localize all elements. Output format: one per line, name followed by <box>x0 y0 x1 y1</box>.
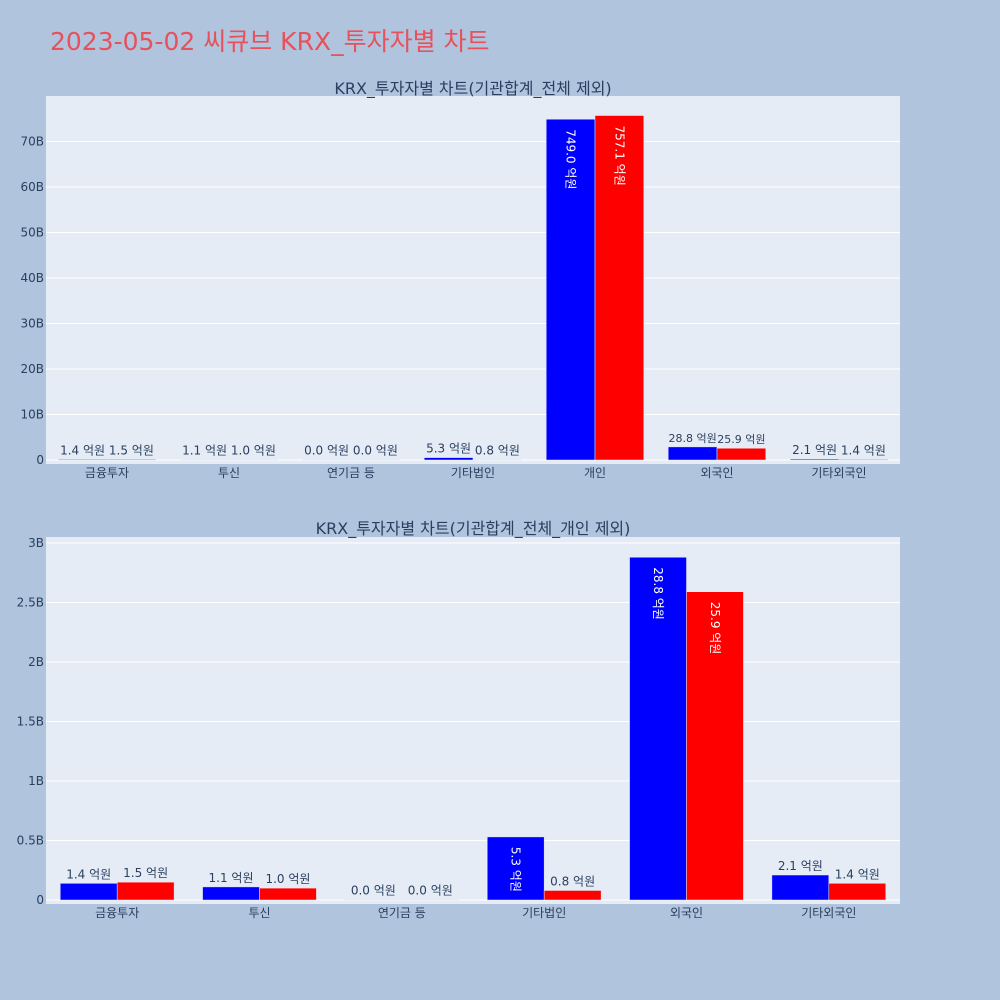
x-tick-label-0-6: 기타외국인 <box>811 466 866 480</box>
x-tick-label-0-3: 기타법인 <box>451 466 495 480</box>
data-label-1-0-2: 0.0 억원 <box>351 884 396 898</box>
y-tick-label-1-6: 3B <box>28 536 44 550</box>
x-tick-label-1-5: 기타외국인 <box>801 906 856 920</box>
y-tick-label-0-7: 70B <box>20 135 44 149</box>
data-label-1-0-0: 1.4 억원 <box>66 867 111 881</box>
x-tick-label-1-2: 연기금 등 <box>378 906 426 920</box>
data-label-1-1-1: 1.0 억원 <box>265 872 310 886</box>
chart-title-0: KRX_투자자별 차트(기관합계_전체 제외) <box>334 79 611 99</box>
data-label-0-1-1: 1.0 억원 <box>231 444 276 458</box>
bar-1-1-3 <box>543 890 602 901</box>
bar-0-0-5 <box>667 446 718 461</box>
data-label-1-1-2: 0.0 억원 <box>408 884 453 898</box>
data-label-1-0-1: 1.1 억원 <box>209 871 254 885</box>
data-label-1-0-3: 5.3 억원 <box>509 847 523 892</box>
x-tick-label-1-1: 투신 <box>248 906 270 920</box>
chart-title-1: KRX_투자자별 차트(기관합계_전체_개인 제외) <box>316 519 631 539</box>
x-tick-label-1-4: 외국인 <box>670 906 703 920</box>
data-label-0-1-0: 1.5 억원 <box>109 443 154 457</box>
data-label-1-0-4: 28.8 억원 <box>651 567 665 620</box>
data-label-0-0-3: 5.3 억원 <box>426 442 471 456</box>
data-label-0-0-6: 2.1 억원 <box>792 443 837 457</box>
bar-1-0-4 <box>629 556 687 901</box>
bar-0-1-2 <box>350 459 401 461</box>
y-tick-label-0-3: 30B <box>20 317 44 331</box>
x-tick-label-0-1: 투신 <box>218 466 240 480</box>
plot-area-0 <box>46 96 900 464</box>
bar-1-1-5 <box>828 883 887 901</box>
x-tick-label-1-0: 금융투자 <box>95 906 139 920</box>
y-tick-label-1-3: 1.5B <box>17 714 44 728</box>
x-tick-label-0-4: 개인 <box>584 466 606 480</box>
data-label-0-0-1: 1.1 억원 <box>182 443 227 457</box>
data-label-1-0-5: 2.1 억원 <box>778 859 823 873</box>
bar-1-0-0 <box>59 883 118 901</box>
data-label-0-0-2: 0.0 억원 <box>304 444 349 458</box>
bar-1-1-2 <box>401 899 460 901</box>
bar-1-0-1 <box>202 886 260 901</box>
data-label-0-1-2: 0.0 억원 <box>353 444 398 458</box>
data-label-1-1-3: 0.8 억원 <box>550 874 595 888</box>
bar-1-0-2 <box>344 899 403 901</box>
bar-1-0-3 <box>486 836 545 901</box>
x-tick-label-0-5: 외국인 <box>700 466 733 480</box>
data-label-0-0-0: 1.4 억원 <box>60 443 105 457</box>
x-tick-label-0-0: 금융투자 <box>85 466 129 480</box>
y-tick-label-1-2: 1B <box>28 774 44 788</box>
y-tick-label-1-0: 0 <box>36 893 44 907</box>
y-tick-label-1-1: 0.5B <box>17 833 44 847</box>
bar-0-0-2 <box>301 459 352 461</box>
data-label-0-1-6: 1.4 억원 <box>841 443 886 457</box>
data-label-1-1-4: 25.9 억원 <box>708 602 722 655</box>
bar-0-1-4 <box>594 115 645 461</box>
bar-1-0-5 <box>771 874 830 901</box>
y-tick-label-0-4: 40B <box>20 271 44 285</box>
bar-0-0-6 <box>789 458 840 461</box>
bar-1-1-0 <box>116 881 175 901</box>
bar-0-0-1 <box>179 459 230 461</box>
data-label-1-1-5: 1.4 억원 <box>835 867 880 881</box>
data-label-0-1-3: 0.8 억원 <box>475 444 520 458</box>
y-tick-label-0-0: 0 <box>36 453 44 467</box>
data-label-0-0-4: 749.0 억원 <box>564 129 578 189</box>
data-label-0-1-5: 25.9 억원 <box>717 433 765 446</box>
bar-0-1-1 <box>228 459 279 461</box>
bar-0-1-5 <box>716 447 767 461</box>
y-tick-label-0-2: 20B <box>20 362 44 376</box>
bar-0-0-3 <box>423 457 474 461</box>
plot-area-1 <box>46 537 900 904</box>
bar-0-0-0 <box>57 459 108 461</box>
bar-0-1-3 <box>472 459 523 461</box>
bar-1-1-4 <box>686 591 744 901</box>
y-tick-label-0-5: 50B <box>20 226 44 240</box>
bar-1-1-1 <box>259 887 317 901</box>
y-tick-label-1-5: 2.5B <box>17 595 44 609</box>
bar-0-1-0 <box>106 459 157 461</box>
data-label-1-1-0: 1.5 억원 <box>123 866 168 880</box>
data-label-0-1-4: 757.1 억원 <box>612 126 626 186</box>
x-tick-label-1-3: 기타법인 <box>522 906 566 920</box>
bar-0-1-6 <box>838 459 889 461</box>
y-tick-label-0-6: 60B <box>20 180 44 194</box>
y-tick-label-1-4: 2B <box>28 655 44 669</box>
page-title: 2023-05-02 씨큐브 KRX_투자자별 차트 <box>50 27 490 56</box>
bar-0-0-4 <box>545 118 596 461</box>
y-tick-label-0-1: 10B <box>20 408 44 422</box>
x-tick-label-0-2: 연기금 등 <box>327 466 375 480</box>
data-label-0-0-5: 28.8 억원 <box>668 432 716 445</box>
